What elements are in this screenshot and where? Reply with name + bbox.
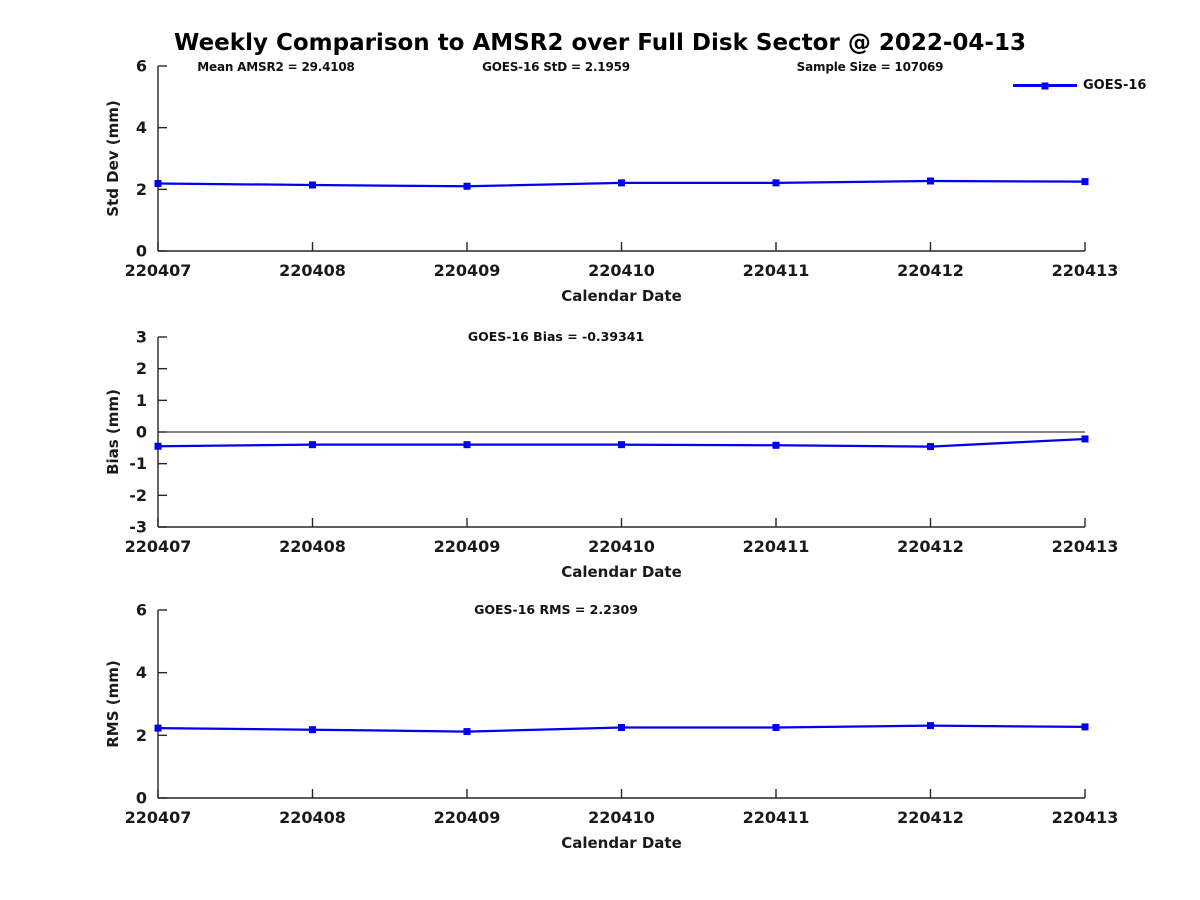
x-tick-label: 220411 bbox=[743, 808, 810, 827]
x-tick-label: 220412 bbox=[897, 537, 964, 556]
y-tick-label: 2 bbox=[136, 180, 147, 199]
legend-square-marker-icon bbox=[1041, 82, 1049, 89]
x-tick-label: 220410 bbox=[588, 808, 655, 827]
data-point-marker bbox=[154, 724, 162, 732]
y-tick-label: 2 bbox=[136, 359, 147, 378]
data-point-marker bbox=[772, 724, 780, 731]
y-tick-label: 2 bbox=[136, 726, 147, 745]
x-tick-label: 220409 bbox=[434, 261, 501, 280]
x-tick-label: 220407 bbox=[125, 261, 192, 280]
panel-subtitle: GOES-16 Bias = -0.39341 bbox=[468, 329, 644, 344]
data-point-marker bbox=[772, 441, 780, 449]
x-tick-label: 220412 bbox=[897, 261, 964, 280]
data-point-marker bbox=[309, 441, 316, 449]
y-tick-label: 3 bbox=[136, 328, 147, 347]
data-point-marker bbox=[154, 179, 162, 187]
data-point-marker bbox=[772, 179, 780, 187]
data-point-marker bbox=[618, 179, 625, 187]
data-point-marker bbox=[463, 441, 471, 449]
y-tick-label: 6 bbox=[136, 57, 147, 76]
data-point-marker bbox=[618, 724, 625, 731]
x-axis-label: Calendar Date bbox=[561, 563, 682, 581]
y-axis-label: RMS (mm) bbox=[104, 660, 122, 747]
x-tick-label: 220410 bbox=[588, 261, 655, 280]
data-point-marker bbox=[309, 181, 316, 189]
x-tick-label: 220413 bbox=[1052, 537, 1119, 556]
data-point-marker bbox=[618, 441, 625, 449]
x-tick-label: 220411 bbox=[743, 537, 810, 556]
figure-title: Weekly Comparison to AMSR2 over Full Dis… bbox=[174, 30, 1026, 56]
data-point-marker bbox=[927, 722, 934, 730]
x-tick-label: 220407 bbox=[125, 808, 192, 827]
legend-label: GOES-16 bbox=[1083, 78, 1147, 93]
x-tick-label: 220410 bbox=[588, 537, 655, 556]
data-point-marker bbox=[463, 728, 471, 736]
x-tick-label: 220409 bbox=[434, 537, 501, 556]
y-tick-label: -1 bbox=[129, 454, 147, 473]
panel-subtitle: GOES-16 RMS = 2.2309 bbox=[474, 602, 638, 617]
y-tick-label: 4 bbox=[136, 663, 147, 682]
data-point-marker bbox=[1081, 723, 1089, 731]
x-tick-label: 220412 bbox=[897, 808, 964, 827]
y-tick-label: 0 bbox=[136, 242, 147, 261]
data-point-marker bbox=[927, 443, 934, 451]
x-tick-label: 220409 bbox=[434, 808, 501, 827]
y-tick-label: 1 bbox=[136, 391, 147, 410]
x-axis-label: Calendar Date bbox=[561, 834, 682, 852]
x-tick-label: 220408 bbox=[279, 261, 346, 280]
data-point-marker bbox=[1081, 178, 1089, 186]
data-point-marker bbox=[927, 177, 934, 185]
y-tick-label: -2 bbox=[129, 486, 147, 505]
y-axis-label: Bias (mm) bbox=[104, 389, 122, 475]
legend: GOES-16 bbox=[1013, 78, 1146, 93]
annotation-mean-amsr2: Mean AMSR2 = 29.4108 bbox=[197, 60, 355, 74]
data-point-marker bbox=[463, 182, 471, 190]
y-tick-label: -3 bbox=[129, 518, 147, 537]
y-tick-label: 6 bbox=[136, 601, 147, 620]
x-tick-label: 220411 bbox=[743, 261, 810, 280]
y-axis-label: Std Dev (mm) bbox=[104, 100, 122, 217]
x-axis-label: Calendar Date bbox=[561, 287, 682, 305]
y-tick-label: 0 bbox=[136, 789, 147, 808]
y-tick-label: 0 bbox=[136, 423, 147, 442]
annotation-goes16-std: GOES-16 StD = 2.1959 bbox=[482, 60, 630, 74]
legend-line-sample bbox=[1013, 82, 1077, 89]
x-tick-label: 220413 bbox=[1052, 261, 1119, 280]
x-tick-label: 220408 bbox=[279, 537, 346, 556]
annotation-sample-size: Sample Size = 107069 bbox=[796, 60, 944, 74]
x-tick-label: 220407 bbox=[125, 537, 192, 556]
data-point-marker bbox=[1081, 435, 1089, 443]
data-point-marker bbox=[309, 726, 316, 734]
y-tick-label: 4 bbox=[136, 118, 147, 137]
x-tick-label: 220413 bbox=[1052, 808, 1119, 827]
x-tick-label: 220408 bbox=[279, 808, 346, 827]
data-point-marker bbox=[154, 442, 162, 450]
